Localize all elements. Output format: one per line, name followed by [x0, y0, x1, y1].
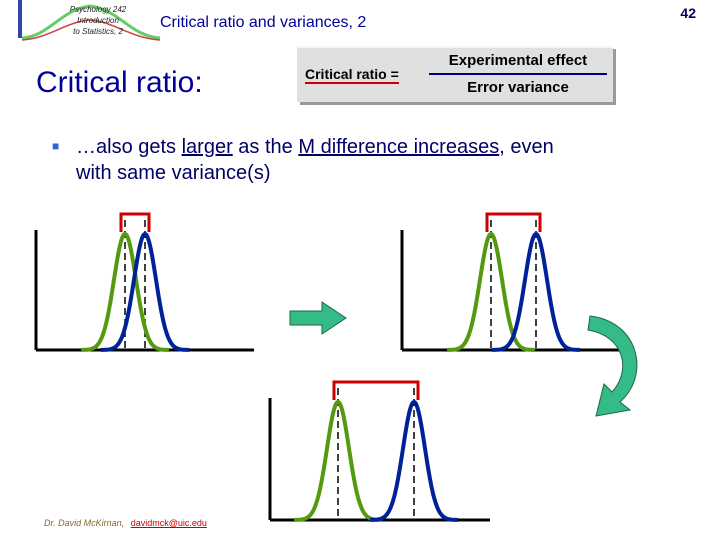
panel-3-curve-green: [293, 399, 383, 522]
footer: Dr. David McKirnan, davidmck@uic.edu: [44, 518, 207, 528]
formula-denominator: Error variance: [467, 79, 569, 96]
panel-1-mean-difference-bracket: [119, 212, 151, 232]
footer-email-link[interactable]: davidmck@uic.edu: [130, 518, 207, 528]
critical-ratio-formula: Critical ratio = Experimental effect Err…: [297, 46, 613, 102]
panel-1-curve-blue: [100, 231, 190, 352]
logo-line-1: Psychology 242: [69, 5, 127, 14]
panel-2-curve-green: [446, 231, 536, 352]
formula-lhs: Critical ratio =: [305, 66, 399, 84]
right-arrow-icon: [289, 301, 347, 335]
page-number: 42: [680, 5, 696, 21]
panel-3-mean-difference-bracket: [332, 380, 420, 400]
logo-line-2: Introduction: [77, 16, 119, 25]
bullet-text-part-3: , even with same variance(s): [76, 136, 554, 184]
panel-2-curve-blue: [491, 231, 581, 352]
bullet-text: …also gets larger as the M difference in…: [76, 134, 576, 186]
slide-heading: Critical ratio:: [36, 66, 203, 99]
curved-arrow-icon: [587, 315, 638, 417]
slide-header-title: Critical ratio and variances, 2: [160, 14, 367, 31]
bullet-text-part-1: …also gets: [76, 136, 182, 158]
bullet-underlined-larger: larger: [181, 136, 233, 158]
logo-graphic: [18, 0, 161, 41]
panel-3-curve-blue: [369, 399, 459, 522]
bullet-square-icon: ■: [52, 139, 60, 153]
logo-line-3: to Statistics, 2: [73, 27, 123, 36]
panel-2-mean-difference-bracket: [485, 212, 542, 232]
bullet-text-part-2: as the: [232, 136, 299, 158]
formula-numerator: Experimental effect: [448, 52, 588, 69]
formula-fraction-bar: [429, 73, 607, 75]
bullet-underlined-m-difference: M difference increases: [298, 136, 500, 158]
panel-1-curve-green: [80, 231, 170, 352]
course-logo: Psychology 242 Introduction to Statistic…: [10, 0, 170, 42]
logo-text: Psychology 242 Introduction to Statistic…: [48, 4, 148, 37]
footer-author: Dr. David McKirnan,: [44, 518, 125, 528]
